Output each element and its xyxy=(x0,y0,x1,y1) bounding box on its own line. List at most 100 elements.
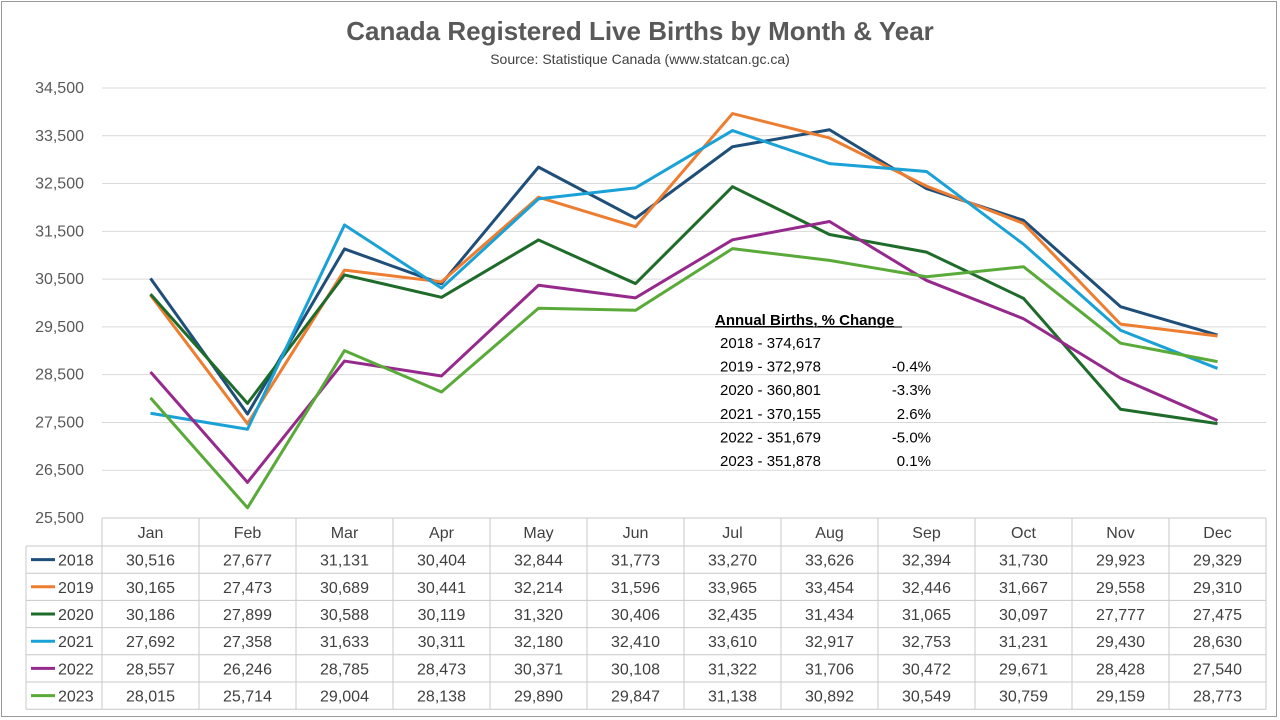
annotation-row-label: 2019 - 372,978 xyxy=(720,359,821,376)
data-label: 28,630 xyxy=(1193,634,1242,651)
series-line-2022 xyxy=(149,219,1219,484)
data-label: 31,667 xyxy=(999,580,1048,597)
data-label: 29,890 xyxy=(514,689,563,706)
data-label: 32,917 xyxy=(805,634,854,651)
x-tick-label: Sep xyxy=(912,525,941,542)
annotation-row-label: 2022 - 351,679 xyxy=(720,429,821,446)
x-tick-label: Dec xyxy=(1203,525,1231,542)
data-label: 31,773 xyxy=(611,553,660,570)
data-label: 28,473 xyxy=(417,661,466,678)
annual-births-annotation: Annual Births, % Change 2018 - 374,617 201… xyxy=(715,312,931,470)
data-label: 30,186 xyxy=(126,607,175,624)
x-tick-label: Nov xyxy=(1106,525,1134,542)
data-label: 30,406 xyxy=(611,607,660,624)
data-label: 30,892 xyxy=(805,689,854,706)
data-label: 31,065 xyxy=(902,607,951,624)
annotation-row-label: 2018 - 374,617 xyxy=(720,335,821,352)
data-label: 32,446 xyxy=(902,580,951,597)
y-tick-label: 31,500 xyxy=(35,223,84,240)
data-label: 31,730 xyxy=(999,553,1048,570)
annotation-row-label: 2020 - 360,801 xyxy=(720,382,821,399)
data-label: 27,692 xyxy=(126,634,175,651)
data-label: 31,138 xyxy=(708,689,757,706)
data-label: 32,394 xyxy=(902,553,951,570)
data-label: 32,214 xyxy=(514,580,563,597)
data-label: 27,677 xyxy=(223,553,272,570)
annotation-row-change: 0.1% xyxy=(897,453,931,470)
data-label: 30,689 xyxy=(320,580,369,597)
data-label: 30,472 xyxy=(902,661,951,678)
annotation-heading: Annual Births, % Change xyxy=(715,312,894,329)
annotation-row-label: 2023 - 351,878 xyxy=(720,453,821,470)
data-label: 31,231 xyxy=(999,634,1048,651)
data-label: 27,899 xyxy=(223,607,272,624)
annotation-row-change: -3.3% xyxy=(892,382,931,399)
data-label: 30,441 xyxy=(417,580,466,597)
legend-label: 2020 xyxy=(58,607,94,624)
x-tick-label: Mar xyxy=(331,525,359,542)
data-label: 30,119 xyxy=(418,607,466,624)
y-tick-label: 30,500 xyxy=(35,271,84,288)
y-tick-label: 28,500 xyxy=(35,367,84,384)
y-tick-label: 25,500 xyxy=(35,510,84,527)
data-label: 31,633 xyxy=(320,634,369,651)
y-tick-label: 33,500 xyxy=(35,128,84,145)
data-label: 26,246 xyxy=(223,661,272,678)
data-label: 30,165 xyxy=(126,580,175,597)
chart-title: Canada Registered Live Births by Month &… xyxy=(346,16,934,46)
y-axis-ticks: 34,500 33,500 32,500 31,500 30,500 29,500 28,5… xyxy=(35,80,84,527)
series-lines xyxy=(149,112,1219,510)
series-line-2021 xyxy=(150,129,1219,431)
x-tick-label: Apr xyxy=(429,525,455,542)
data-label: 27,475 xyxy=(1193,607,1242,624)
data-label: 32,435 xyxy=(708,607,757,624)
x-tick-label: May xyxy=(523,525,553,542)
data-label: 29,847 xyxy=(611,689,660,706)
data-label: 31,596 xyxy=(611,580,660,597)
data-label: 28,015 xyxy=(126,689,175,706)
data-label: 30,759 xyxy=(999,689,1048,706)
series-line-2020 xyxy=(149,185,1218,426)
data-label: 31,322 xyxy=(708,661,757,678)
data-label: 29,923 xyxy=(1096,553,1145,570)
data-label: 28,428 xyxy=(1096,661,1145,678)
data-label: 29,159 xyxy=(1096,689,1145,706)
legend-label: 2021 xyxy=(58,634,94,651)
data-label: 30,108 xyxy=(611,661,660,678)
data-label: 31,434 xyxy=(805,607,854,624)
data-label: 32,844 xyxy=(514,553,563,570)
annotation-row-change: -5.0% xyxy=(892,429,931,446)
data-label: 31,131 xyxy=(320,553,369,570)
data-table: Jan Feb Mar Apr May Jun Jul Aug Sep Oct Nov Dec 2018… xyxy=(25,517,1267,710)
y-tick-label: 27,500 xyxy=(35,414,84,431)
data-label: 30,588 xyxy=(320,607,369,624)
data-label: 31,706 xyxy=(805,661,854,678)
data-label: 29,671 xyxy=(999,661,1048,678)
data-label: 29,310 xyxy=(1193,580,1242,597)
data-label: 30,311 xyxy=(418,634,466,651)
data-label: 27,473 xyxy=(223,580,272,597)
data-label: 25,714 xyxy=(223,689,272,706)
data-label: 29,004 xyxy=(320,689,369,706)
y-tick-label: 34,500 xyxy=(35,80,84,97)
data-label: 33,454 xyxy=(805,580,854,597)
data-label: 30,404 xyxy=(417,553,466,570)
y-tick-label: 26,500 xyxy=(35,462,84,479)
x-tick-label: Jun xyxy=(623,525,649,542)
y-tick-label: 32,500 xyxy=(35,176,84,193)
chart-subtitle: Source: Statistique Canada (www.statcan.… xyxy=(490,51,790,67)
data-label: 28,785 xyxy=(320,661,369,678)
legend-label: 2019 xyxy=(58,580,94,597)
data-label: 32,753 xyxy=(902,634,951,651)
legend-label: 2018 xyxy=(58,553,94,570)
data-label: 32,180 xyxy=(514,634,563,651)
data-label: 30,549 xyxy=(902,689,951,706)
data-label: 31,320 xyxy=(514,607,563,624)
data-label: 29,329 xyxy=(1193,553,1242,570)
data-label: 29,430 xyxy=(1096,634,1145,651)
data-label: 27,540 xyxy=(1193,661,1242,678)
y-tick-label: 29,500 xyxy=(35,319,84,336)
data-label: 33,610 xyxy=(708,634,757,651)
data-label: 33,626 xyxy=(805,553,854,570)
